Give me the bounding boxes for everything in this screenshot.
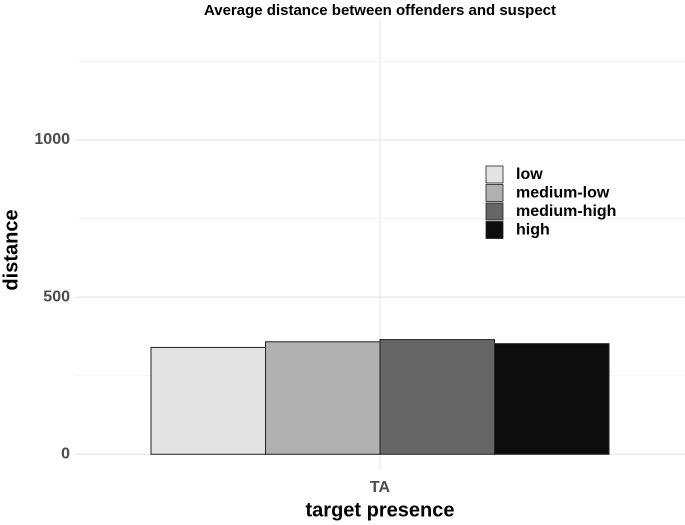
x-tick-label: TA	[370, 479, 391, 496]
legend-swatch	[485, 202, 504, 221]
chart-title: Average distance between offenders and s…	[204, 2, 556, 19]
legend-label: medium-low	[516, 185, 610, 202]
bar	[150, 346, 266, 455]
legend-swatch	[485, 221, 504, 239]
bar	[379, 339, 495, 455]
bar	[494, 343, 610, 455]
y-tick-label: 1000	[34, 131, 70, 148]
y-tick-label: 500	[43, 288, 70, 305]
legend-label: medium-high	[516, 203, 616, 220]
legend-label: low	[516, 166, 543, 183]
legend-swatch	[485, 165, 504, 184]
x-axis-title: target presence	[306, 499, 455, 521]
legend-swatch	[485, 184, 504, 202]
y-tick-label: 0	[61, 446, 70, 463]
bar	[265, 341, 381, 455]
legend-label: high	[516, 222, 550, 239]
y-axis-title: distance	[0, 209, 22, 290]
